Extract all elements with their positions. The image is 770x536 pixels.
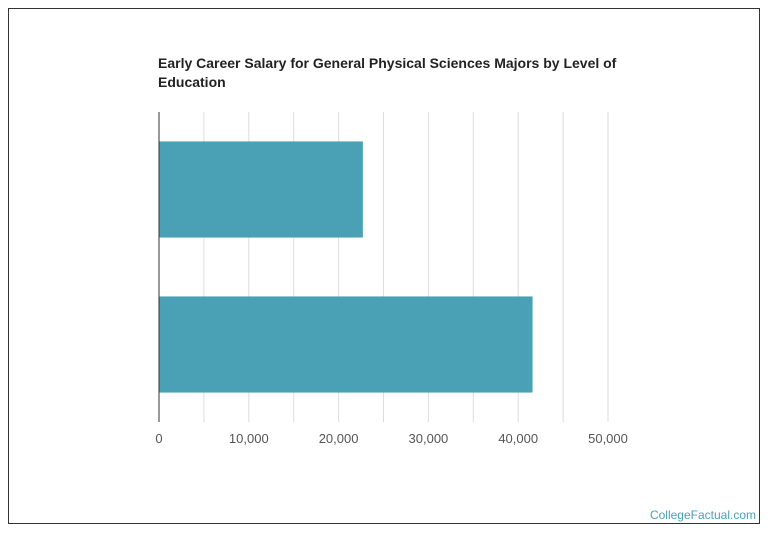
x-tick-label: 10,000 — [229, 431, 269, 446]
x-tick-label: 50,000 — [588, 431, 628, 446]
bar-0 — [159, 141, 363, 238]
x-tick-label: 0 — [155, 431, 162, 446]
bars — [159, 141, 533, 393]
bar-1 — [159, 296, 533, 393]
x-tick-label: 20,000 — [319, 431, 359, 446]
x-tick-label: 30,000 — [409, 431, 449, 446]
x-tick-label: 40,000 — [498, 431, 538, 446]
x-axis-ticks: 0 10,000 20,000 30,000 40,000 50,000 — [155, 431, 628, 446]
collegefactual-watermark[interactable]: CollegeFactual.com — [649, 508, 756, 522]
chart-title: Early Career Salary for General Physical… — [158, 55, 617, 90]
